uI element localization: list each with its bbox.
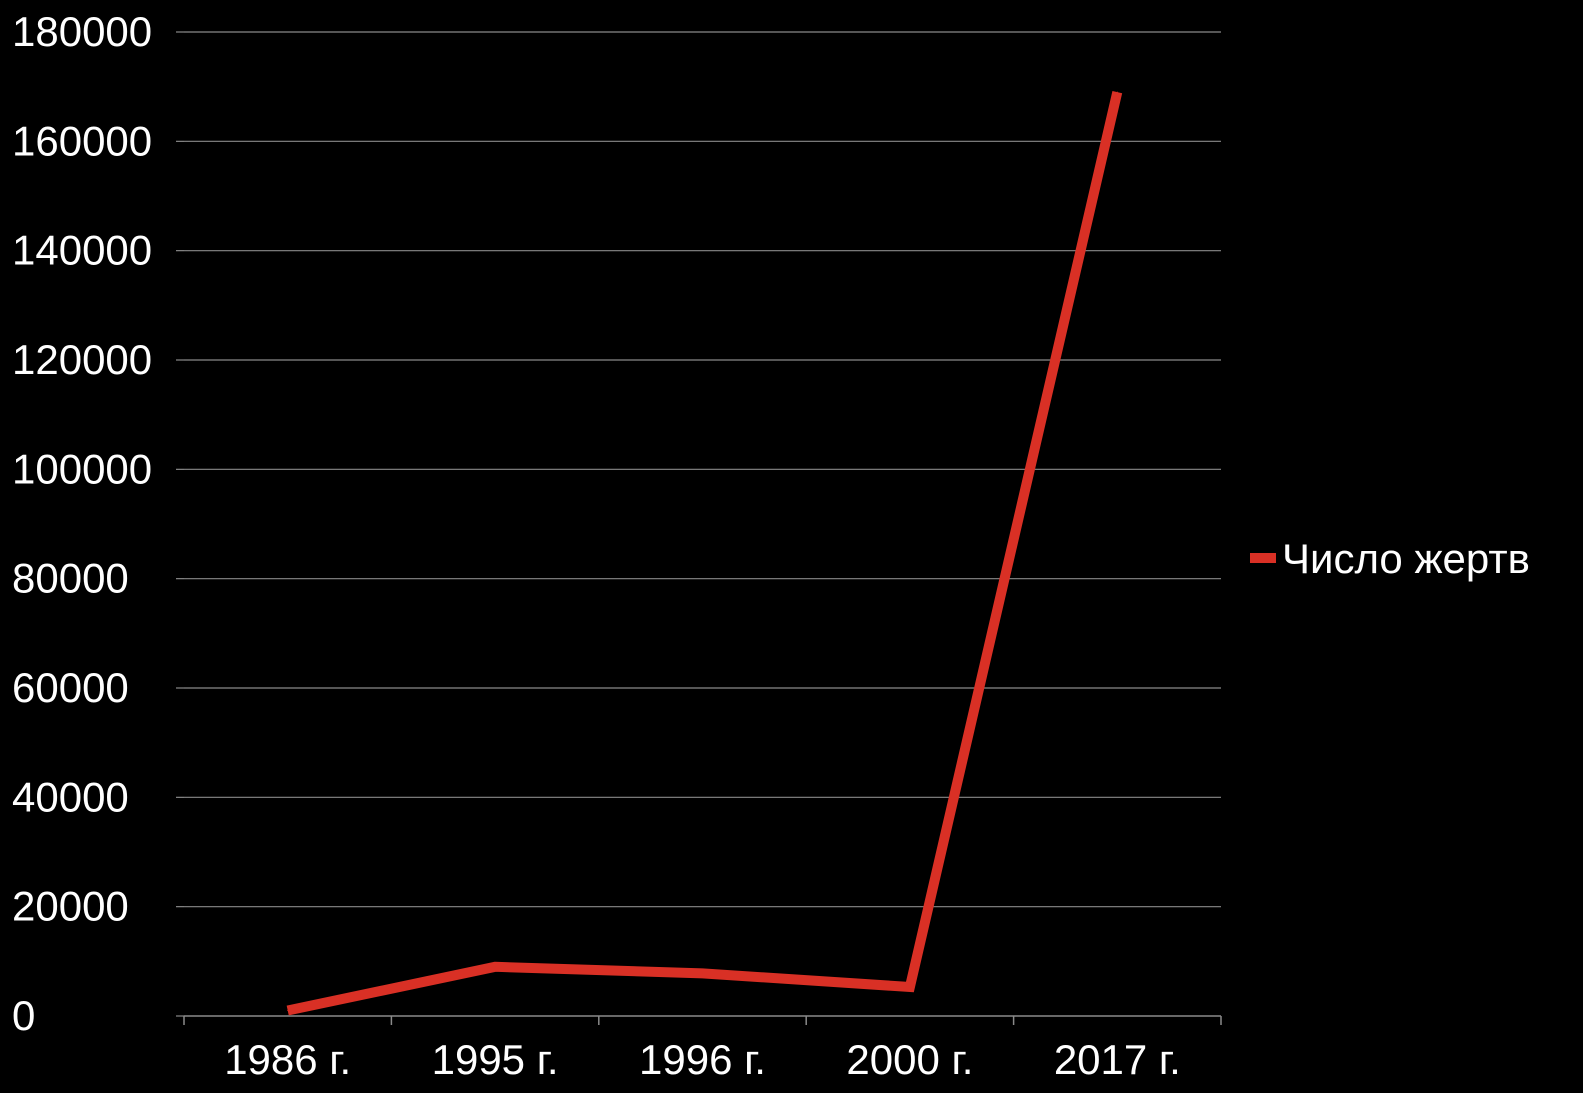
x-tick-label: 1986 г. [224, 1036, 351, 1083]
series-layer [286, 90, 1123, 1016]
x-tick-label: 2017 г. [1054, 1036, 1181, 1083]
data-point [1116, 91, 1118, 93]
y-tick-label: 80000 [12, 555, 129, 602]
grid-layer [184, 31, 1221, 908]
y-tick-label: 180000 [12, 8, 152, 55]
legend: Число жертв [1250, 535, 1530, 582]
data-point [909, 986, 911, 988]
data-point [702, 972, 703, 974]
x-tick-label: 2000 г. [846, 1036, 973, 1083]
legend-label: Число жертв [1282, 535, 1530, 582]
y-tick-label: 0 [12, 992, 35, 1039]
data-point [287, 1010, 289, 1012]
x-tick-label: 1996 г. [639, 1036, 766, 1083]
label-layer: 0 20000 40000 60000 80000 100000 120000 140000 1… [12, 8, 1181, 1083]
data-point [494, 966, 496, 968]
axis-layer [176, 31, 1222, 1025]
y-tick-label: 40000 [12, 773, 129, 820]
series-line [286, 90, 1123, 1016]
x-tick-label: 1995 г. [432, 1036, 559, 1083]
y-tick-label: 120000 [12, 336, 152, 383]
legend-swatch [1250, 553, 1276, 563]
y-tick-label: 60000 [12, 664, 129, 711]
y-tick-label: 100000 [12, 445, 152, 492]
y-tick-label: 140000 [12, 227, 152, 274]
y-tick-label: 20000 [12, 883, 129, 930]
y-tick-label: 160000 [12, 117, 152, 164]
